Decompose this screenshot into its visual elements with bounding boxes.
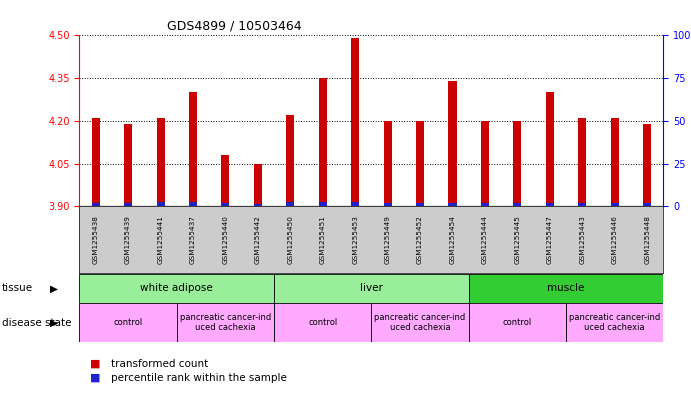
Text: GSM1255445: GSM1255445 — [514, 215, 520, 264]
Bar — [643, 124, 651, 206]
Bar — [384, 203, 392, 206]
Text: transformed count: transformed count — [111, 358, 208, 369]
Text: GSM1255449: GSM1255449 — [385, 215, 390, 264]
Bar — [286, 202, 294, 206]
Bar — [481, 203, 489, 206]
Text: GSM1255438: GSM1255438 — [93, 215, 99, 264]
Bar — [189, 202, 197, 206]
Text: GSM1255439: GSM1255439 — [125, 215, 131, 264]
Bar — [156, 202, 164, 206]
Text: ▶: ▶ — [50, 283, 58, 294]
Bar — [578, 118, 587, 206]
Text: GSM1255443: GSM1255443 — [579, 215, 585, 264]
Bar — [92, 118, 100, 206]
Bar — [274, 274, 468, 303]
Bar — [124, 203, 132, 206]
Bar — [513, 203, 522, 206]
Text: liver: liver — [360, 283, 383, 294]
Text: ■: ■ — [90, 373, 100, 383]
Bar — [221, 155, 229, 206]
Text: control: control — [503, 318, 532, 327]
Bar — [274, 303, 371, 342]
Text: tissue: tissue — [2, 283, 33, 294]
Bar — [79, 303, 177, 342]
Text: ▶: ▶ — [50, 318, 58, 328]
Bar — [92, 203, 100, 206]
Bar — [546, 203, 554, 206]
Text: control: control — [113, 318, 143, 327]
Text: GDS4899 / 10503464: GDS4899 / 10503464 — [167, 20, 302, 33]
Bar — [124, 124, 132, 206]
Text: GSM1255440: GSM1255440 — [223, 215, 229, 264]
Text: GSM1255444: GSM1255444 — [482, 215, 488, 264]
Bar — [351, 38, 359, 206]
Bar — [611, 203, 618, 206]
Bar — [546, 92, 554, 206]
Text: muscle: muscle — [547, 283, 585, 294]
Bar — [611, 118, 618, 206]
Bar — [448, 203, 457, 206]
Text: pancreatic cancer-ind
uced cachexia: pancreatic cancer-ind uced cachexia — [375, 313, 466, 332]
Bar — [351, 202, 359, 206]
Text: GSM1255448: GSM1255448 — [644, 215, 650, 264]
Text: control: control — [308, 318, 337, 327]
Text: ■: ■ — [90, 358, 100, 369]
Bar — [79, 274, 274, 303]
Text: GSM1255452: GSM1255452 — [417, 215, 423, 264]
Text: GSM1255454: GSM1255454 — [450, 215, 455, 264]
Text: GSM1255453: GSM1255453 — [352, 215, 358, 264]
Bar — [319, 78, 327, 206]
Bar — [566, 303, 663, 342]
Bar — [371, 303, 468, 342]
Text: GSM1255437: GSM1255437 — [190, 215, 196, 264]
Bar — [513, 121, 522, 206]
Bar — [177, 303, 274, 342]
Text: GSM1255451: GSM1255451 — [320, 215, 325, 264]
Bar — [221, 204, 229, 206]
Bar — [416, 121, 424, 206]
Text: GSM1255441: GSM1255441 — [158, 215, 164, 264]
Text: white adipose: white adipose — [140, 283, 213, 294]
Bar — [448, 81, 457, 206]
Bar — [468, 303, 566, 342]
Bar — [384, 121, 392, 206]
Bar — [286, 115, 294, 206]
Text: GSM1255450: GSM1255450 — [287, 215, 293, 264]
Bar — [189, 92, 197, 206]
Text: GSM1255446: GSM1255446 — [612, 215, 618, 264]
Bar — [468, 274, 663, 303]
Text: pancreatic cancer-ind
uced cachexia: pancreatic cancer-ind uced cachexia — [569, 313, 661, 332]
Bar — [481, 121, 489, 206]
Bar — [416, 203, 424, 206]
Text: disease state: disease state — [2, 318, 72, 328]
Bar — [578, 203, 587, 206]
Bar — [156, 118, 164, 206]
Bar — [254, 204, 262, 206]
Text: percentile rank within the sample: percentile rank within the sample — [111, 373, 287, 383]
Bar — [254, 163, 262, 206]
Text: pancreatic cancer-ind
uced cachexia: pancreatic cancer-ind uced cachexia — [180, 313, 271, 332]
Bar — [319, 202, 327, 206]
Text: GSM1255447: GSM1255447 — [547, 215, 553, 264]
Text: GSM1255442: GSM1255442 — [255, 215, 261, 264]
Bar — [643, 203, 651, 206]
